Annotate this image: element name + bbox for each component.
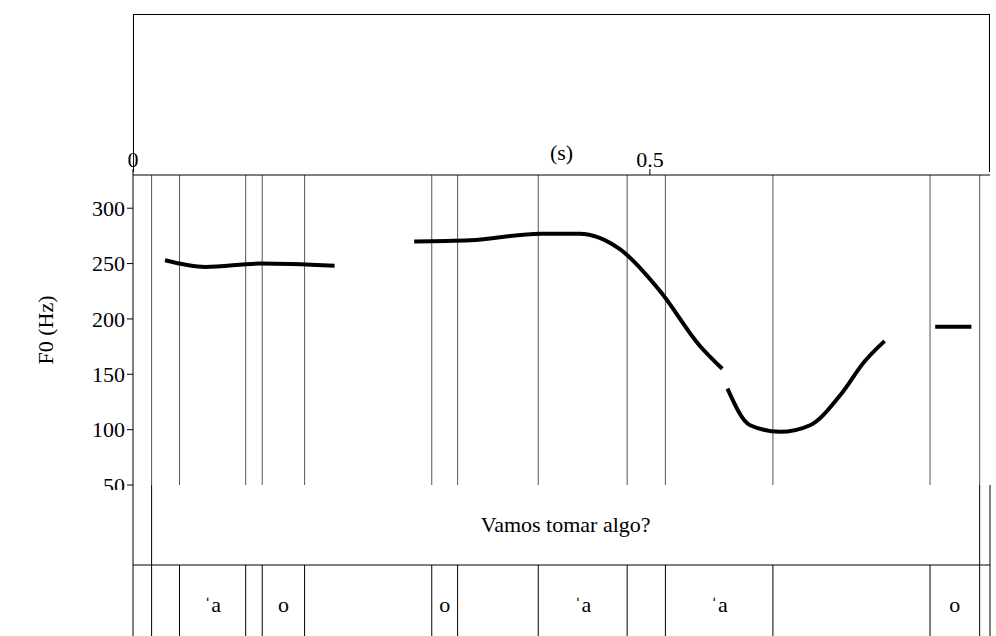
svg-text:300: 300 [92, 196, 125, 221]
svg-text:100: 100 [92, 417, 125, 442]
svg-text:ˈa: ˈa [574, 592, 591, 617]
svg-text:0.5: 0.5 [636, 147, 664, 172]
svg-text:o: o [949, 592, 960, 617]
svg-text:200: 200 [92, 307, 125, 332]
svg-text:o: o [278, 592, 289, 617]
svg-text:(s): (s) [550, 140, 573, 165]
svg-text:0: 0 [128, 147, 139, 172]
svg-text:F0 (Hz): F0 (Hz) [33, 295, 58, 364]
svg-text:250: 250 [92, 251, 125, 276]
svg-text:ˈa: ˈa [204, 592, 221, 617]
svg-text:50: 50 [103, 473, 125, 490]
svg-text:150: 150 [92, 362, 125, 387]
svg-text:Vamos tomar algo?: Vamos tomar algo? [481, 512, 651, 537]
svg-text:ˈa: ˈa [711, 592, 728, 617]
svg-text:o: o [439, 592, 450, 617]
